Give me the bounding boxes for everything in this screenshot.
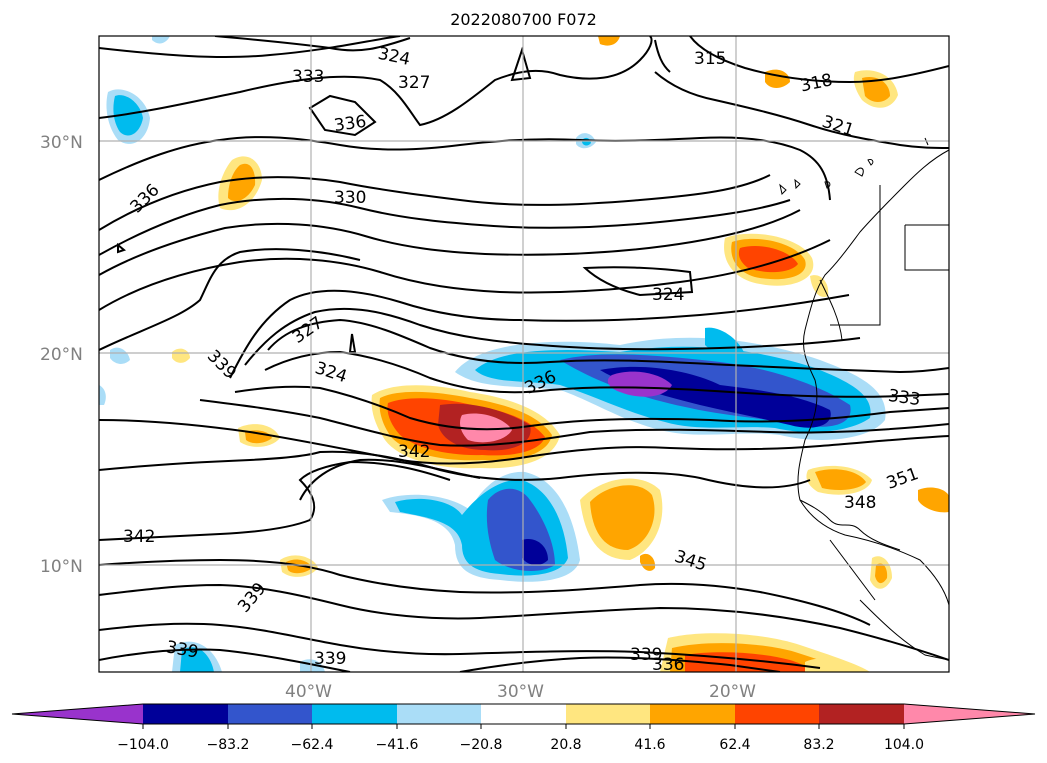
colorbar-label: 104.0 bbox=[884, 737, 924, 753]
colorbar-label: 20.8 bbox=[550, 737, 581, 753]
colorbar-label: 83.2 bbox=[803, 737, 834, 753]
colorbar-segment bbox=[143, 704, 228, 724]
contour-label: 348 bbox=[844, 493, 876, 513]
contour-label: 339 bbox=[630, 645, 662, 665]
lon-tick-20w: 20°W bbox=[709, 682, 756, 702]
lon-tick-40w: 40°W bbox=[285, 682, 332, 702]
colorbar: −104.0 −83.2 −62.4 −41.6 −20.8 20.8 41.6… bbox=[11, 703, 1036, 753]
coastlines bbox=[779, 137, 949, 661]
colorbar-segment bbox=[566, 704, 650, 724]
colorbar-segment bbox=[481, 704, 566, 724]
contour-label: 342 bbox=[398, 442, 430, 462]
contour-label: 324 bbox=[652, 285, 684, 305]
map-plot-area: 324 327 333 336 330 336 327 324 339 342 … bbox=[99, 36, 949, 675]
graticule bbox=[99, 36, 949, 672]
colorbar-label: −104.0 bbox=[117, 737, 169, 753]
contour-label: 315 bbox=[694, 49, 726, 69]
lat-tick-20n: 20°N bbox=[40, 345, 83, 365]
colorbar-label: 62.4 bbox=[719, 737, 750, 753]
colorbar-label: 41.6 bbox=[634, 737, 665, 753]
contour-label: 339 bbox=[314, 649, 346, 669]
colorbar-segment bbox=[650, 704, 735, 724]
colorbar-label: −83.2 bbox=[207, 737, 250, 753]
colorbar-segment bbox=[228, 704, 312, 724]
colorbar-segment bbox=[397, 704, 481, 724]
colorbar-segment bbox=[904, 704, 1035, 724]
colorbar-segment bbox=[12, 704, 143, 724]
lower-negative-anomaly bbox=[382, 471, 580, 582]
contour-label: 333 bbox=[887, 386, 922, 410]
map-frame bbox=[98, 35, 950, 673]
lat-tick-10n: 10°N bbox=[40, 557, 83, 577]
map-title: 2022080700 F072 bbox=[450, 10, 597, 29]
contour-label: 333 bbox=[292, 67, 324, 87]
colorbar-segment bbox=[735, 704, 819, 724]
contour-label: 336 bbox=[652, 655, 684, 675]
contour-label: 330 bbox=[334, 188, 366, 208]
contour-label: 342 bbox=[123, 527, 155, 547]
contour-label: 336 bbox=[333, 112, 368, 136]
colorbar-segment bbox=[312, 704, 397, 724]
lat-tick-30n: 30°N bbox=[40, 133, 83, 153]
contour-label: 327 bbox=[398, 73, 430, 93]
colorbar-label: −20.8 bbox=[460, 737, 503, 753]
colorbar-segment bbox=[819, 704, 904, 724]
colorbar-label: −62.4 bbox=[291, 737, 334, 753]
lon-tick-30w: 30°W bbox=[497, 682, 544, 702]
colorbar-label: −41.6 bbox=[376, 737, 419, 753]
